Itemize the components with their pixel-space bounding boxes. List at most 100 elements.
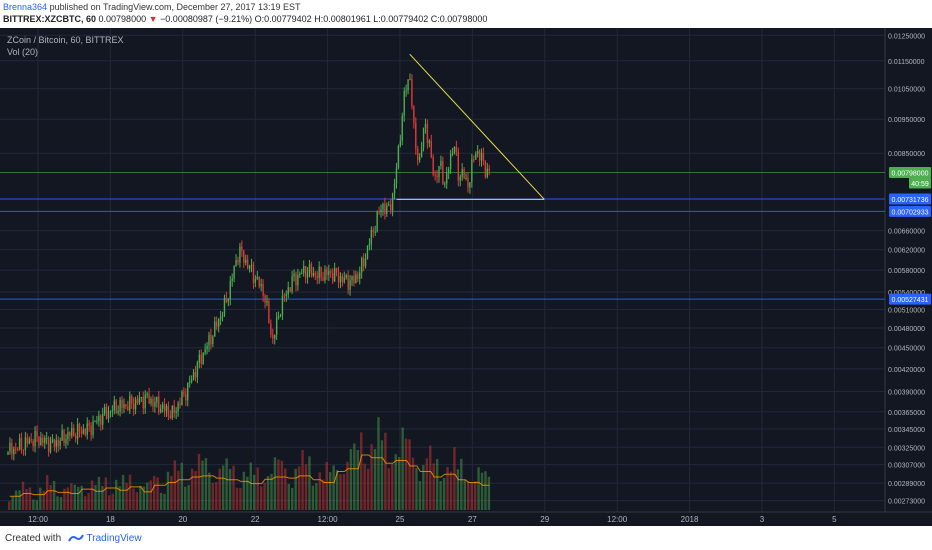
candle-body xyxy=(297,274,299,286)
y-tick-label: 0.00620000 xyxy=(888,248,925,255)
volume-bar xyxy=(114,479,118,510)
y-tick-label: 0.01050000 xyxy=(888,87,925,94)
y-tick-label: 0.00289000 xyxy=(888,481,925,488)
volume-bar xyxy=(463,479,466,510)
candle-body xyxy=(353,276,355,284)
candle-body xyxy=(140,397,143,399)
volume-bar xyxy=(418,481,422,510)
volume-bar xyxy=(8,501,11,510)
publish-info: Brenna364 published on TradingView.com, … xyxy=(3,2,301,12)
volume-bar xyxy=(328,472,332,510)
candle-body xyxy=(374,231,376,233)
candle-body xyxy=(117,411,119,413)
candle-body xyxy=(109,411,112,413)
volume-bar xyxy=(404,438,408,510)
price-axis-tag-label: 40:59 xyxy=(911,181,929,188)
candle-body xyxy=(318,266,320,279)
candle-body xyxy=(235,260,237,267)
candle-body xyxy=(258,276,260,287)
volume-bar xyxy=(149,480,152,510)
volume-bar xyxy=(173,460,177,510)
y-tick-label: 0.00660000 xyxy=(888,229,925,236)
volume-bar xyxy=(484,471,487,510)
candle-body xyxy=(45,437,48,439)
candle-body xyxy=(30,439,32,441)
candle-body xyxy=(260,283,262,287)
candle-body xyxy=(415,123,417,149)
volume-bar xyxy=(384,432,387,510)
candle-body xyxy=(422,128,425,148)
volume-bar xyxy=(439,480,442,510)
candle-body xyxy=(484,160,487,177)
candle-body xyxy=(61,430,63,441)
candle-body xyxy=(94,421,96,423)
chart-area[interactable]: 12:00 18 20 22 12:00 25 27 29 12:00 2018 3 5 0.01250… xyxy=(0,28,932,526)
candle-body xyxy=(92,421,94,436)
candle-body xyxy=(403,90,405,116)
candle-body xyxy=(165,405,168,412)
candle-body xyxy=(467,177,469,188)
x-tick-label: 12:00 xyxy=(318,515,339,524)
price-axis-tag xyxy=(889,167,931,179)
candle-body xyxy=(103,406,106,414)
volume-bar xyxy=(322,479,325,510)
x-tick-label: 25 xyxy=(396,515,405,524)
volume-bar xyxy=(66,487,70,510)
volume-bar xyxy=(325,461,328,510)
candle-body xyxy=(250,264,253,267)
candle-body xyxy=(183,391,185,394)
y-tick-label: 0.00390000 xyxy=(888,389,925,396)
candle-body xyxy=(49,441,52,453)
candle-body xyxy=(442,161,444,185)
candle-body xyxy=(333,268,336,282)
candle-body xyxy=(115,400,117,413)
volume-bar xyxy=(32,499,35,510)
volume-bar xyxy=(280,460,284,510)
candle-body xyxy=(144,394,146,409)
volume-bar xyxy=(391,464,394,510)
x-tick-label: 18 xyxy=(106,515,115,524)
candle-body xyxy=(389,204,392,211)
volume-bar xyxy=(159,492,163,510)
volume-bar xyxy=(166,471,170,510)
volume-bar xyxy=(456,469,460,510)
volume-bar xyxy=(52,480,56,510)
volume-bar xyxy=(411,457,415,510)
candle-body xyxy=(44,438,46,444)
author-link[interactable]: Brenna364 xyxy=(3,2,48,12)
candle-body xyxy=(241,246,243,251)
candle-body xyxy=(113,400,115,411)
volume-bar xyxy=(45,475,49,510)
candle-body xyxy=(299,273,301,275)
volume-bar xyxy=(249,462,253,510)
volume-ma-line xyxy=(9,454,490,497)
candle-body xyxy=(370,229,373,245)
candle-body xyxy=(248,266,251,269)
candle-body xyxy=(59,440,61,447)
candle-body xyxy=(111,410,114,412)
candle-body xyxy=(426,124,429,143)
candle-body xyxy=(343,277,345,283)
volume-bar xyxy=(487,476,491,510)
volume-bar xyxy=(256,467,259,510)
candle-body xyxy=(351,276,353,281)
y-tick-label: 0.00325000 xyxy=(888,445,925,452)
candle-body xyxy=(295,273,297,286)
tradingview-brand-link[interactable]: TradingView xyxy=(86,533,142,544)
volume-bar xyxy=(353,443,356,510)
x-tick-label: 22 xyxy=(251,515,260,524)
candle-body xyxy=(488,168,490,171)
candle-body xyxy=(198,354,201,363)
candle-body xyxy=(84,429,86,435)
candle-body xyxy=(185,393,187,401)
candle-body xyxy=(219,316,222,320)
candle-body xyxy=(418,156,421,161)
volume-bar xyxy=(128,474,132,510)
candle-body xyxy=(138,397,141,404)
candle-body xyxy=(154,402,156,407)
candle-body xyxy=(366,246,369,259)
candle-body xyxy=(34,430,36,447)
volume-bar xyxy=(35,500,39,510)
y-tick-label: 0.00365000 xyxy=(888,410,925,417)
volume-bar xyxy=(80,485,83,510)
